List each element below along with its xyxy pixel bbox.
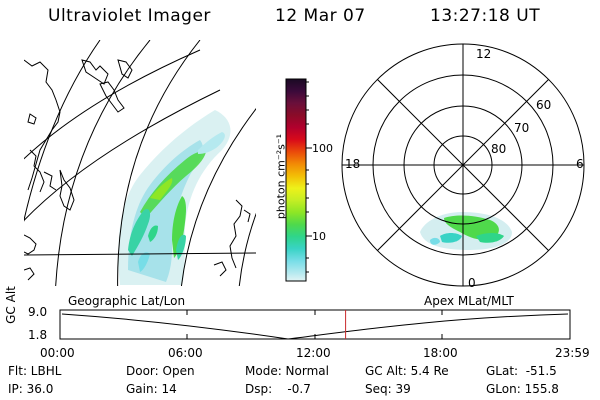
mlt-label-12: 12 (476, 47, 492, 61)
info-gain: Gain: 14 (126, 382, 177, 396)
map-grid (24, 40, 256, 286)
timeline-plot (59, 309, 571, 340)
timeline-ylabel: GC Alt (4, 286, 18, 324)
mlat-label-80: 80 (491, 142, 507, 156)
geographic-label: Geographic Lat/Lon (68, 294, 186, 308)
timeline-ytick-9: 9.0 (28, 305, 48, 319)
polar-plot (341, 43, 585, 287)
mlt-label-6: 6 (576, 157, 584, 171)
timeline-xtick-0600: 06:00 (168, 346, 203, 360)
timeline-xtick-0000: 00:00 (40, 346, 75, 360)
info-dsp: Dsp: -0.7 (245, 382, 311, 396)
info-glat: GLat: -51.5 (486, 364, 557, 378)
timeline-xtick-1200: 12:00 (296, 346, 331, 360)
info-glon: GLon: 155.8 (486, 382, 559, 396)
geographic-map (24, 40, 256, 286)
date-label: 12 Mar 07 (275, 6, 366, 26)
colorbar-tick-100: 100 (312, 142, 333, 155)
info-seq: Seq: 39 (365, 382, 411, 396)
colorbar (285, 78, 312, 282)
mlt-label-18: 18 (345, 157, 361, 171)
info-gc-alt: GC Alt: 5.4 Re (365, 364, 449, 378)
colorbar-ticks (306, 81, 312, 273)
timeline-xtick-2359: 23:59 (555, 346, 590, 360)
colorbar-unit-label: photon cm⁻²s⁻¹ (274, 133, 288, 220)
time-label: 13:27:18 UT (430, 6, 541, 26)
coastlines (24, 59, 251, 281)
timeline-xtick-1800: 18:00 (423, 346, 458, 360)
mlat-label-60: 60 (536, 98, 552, 112)
mlt-label-0: 0 (468, 276, 476, 290)
mlat-label-70: 70 (514, 121, 530, 135)
colorbar-frame (285, 78, 307, 282)
info-ip: IP: 36.0 (8, 382, 54, 396)
timeline-xticks (59, 310, 571, 339)
polar-aurora (420, 212, 512, 250)
timeline-ytick-1-8: 1.8 (28, 328, 48, 342)
info-filter: Flt: LBHL (8, 364, 62, 378)
colorbar-fill (286, 79, 306, 281)
altitude-curve (61, 313, 569, 340)
instrument-title: Ultraviolet Imager (48, 6, 211, 26)
aurora-bright-region (128, 132, 225, 272)
polar-grid (341, 43, 585, 287)
colorbar-tick-10: 10 (312, 230, 326, 243)
diagonal-line-2 (377, 79, 549, 251)
info-mode: Mode: Normal (245, 364, 329, 378)
apex-label: Apex MLat/MLT (424, 294, 514, 308)
info-door: Door: Open (126, 364, 195, 378)
